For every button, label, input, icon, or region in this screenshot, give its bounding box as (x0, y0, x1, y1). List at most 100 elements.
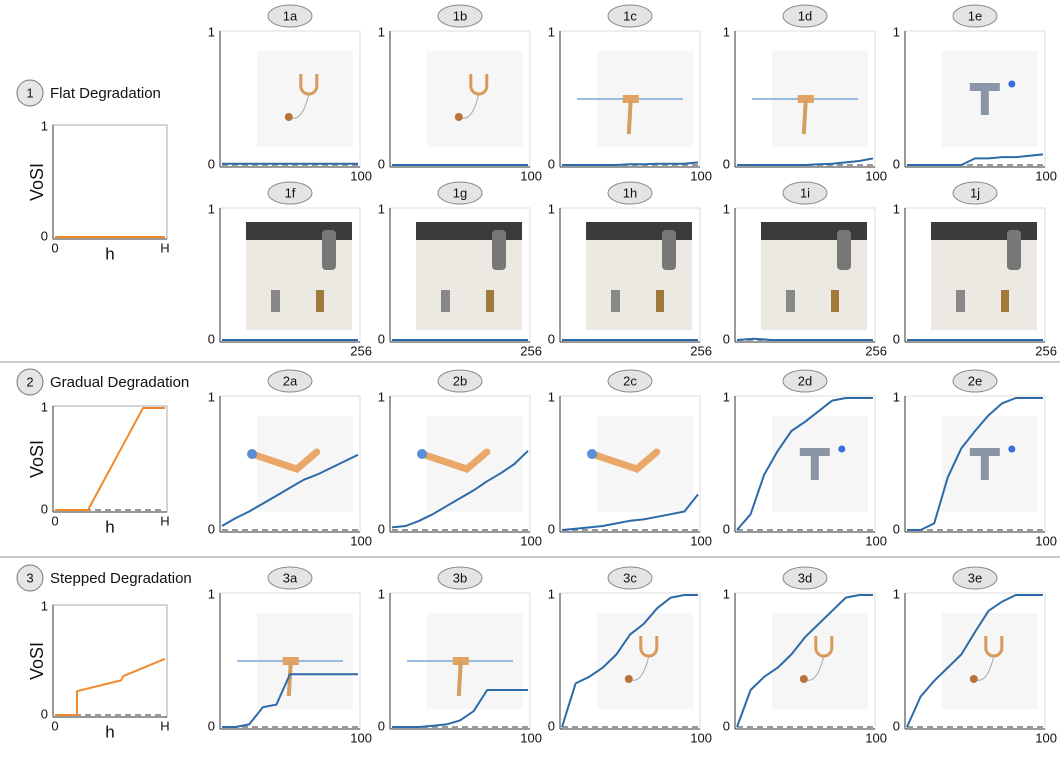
x-tick-label: H (160, 718, 169, 733)
y-tick-label: 1 (208, 586, 215, 601)
y-tick-label: 0 (893, 156, 900, 171)
y-tick-label: 0 (41, 501, 48, 516)
y-tick-label: 0 (723, 521, 730, 536)
panel-title: 3e (968, 570, 982, 585)
panel-badge (952, 369, 998, 393)
scene-robot (837, 230, 851, 270)
section-number: 3 (26, 570, 33, 585)
series-line (561, 594, 698, 728)
x-axis-label: h (105, 517, 114, 536)
y-tick-label: 0 (378, 718, 385, 733)
x-tick-label: 256 (350, 343, 372, 358)
x-tick-label: 100 (1035, 168, 1057, 183)
scene-dot (1008, 80, 1016, 88)
y-tick-label: 1 (41, 598, 48, 613)
panel-badge (607, 566, 653, 590)
scene-target (247, 449, 257, 459)
panel-badge (267, 181, 313, 205)
scene-image (772, 613, 868, 709)
scene-image (587, 416, 693, 512)
x-tick-label: 100 (690, 533, 712, 548)
section-badge (16, 79, 44, 107)
x-tick-label: 100 (1035, 533, 1057, 548)
scene-backdrop (597, 613, 693, 709)
scene-dot (1008, 445, 1016, 453)
x-tick-label: 256 (865, 343, 887, 358)
scene-object (441, 290, 450, 312)
series-line (736, 397, 873, 531)
y-tick-label: 0 (41, 706, 48, 721)
scene-image (246, 222, 352, 330)
series-line (561, 493, 699, 531)
scene-image (942, 416, 1038, 512)
section-badge (16, 564, 44, 592)
x-tick-label: 256 (690, 343, 712, 358)
y-tick-label: 0 (893, 718, 900, 733)
scene-cup (639, 636, 659, 658)
y-tick-label: 0 (893, 331, 900, 346)
scene-image (772, 416, 868, 512)
y-tick-label: 1 (378, 201, 385, 216)
scene-robot (322, 230, 336, 270)
series-line (736, 594, 873, 728)
series-line (391, 450, 529, 529)
series-line (907, 397, 1043, 531)
series-line (55, 657, 166, 716)
scene-image (931, 222, 1037, 330)
scene-pole (626, 98, 633, 135)
scene-object (656, 290, 664, 312)
panel-title: 2e (968, 373, 982, 388)
y-tick-label: 0 (548, 331, 555, 346)
y-tick-label: 0 (723, 718, 730, 733)
scene-image (416, 222, 522, 330)
y-tick-label: 1 (548, 24, 555, 39)
scene-image (247, 416, 353, 512)
panel-badge (607, 369, 653, 393)
scene-pole (286, 660, 293, 697)
scene-tee (969, 448, 1000, 480)
x-tick-label: 100 (520, 168, 542, 183)
x-tick-label: 100 (865, 730, 887, 745)
section-number: 1 (26, 85, 33, 100)
panel-badge (782, 4, 828, 28)
y-tick-label: 0 (378, 331, 385, 346)
panel-title: 1j (970, 185, 980, 200)
panel-title: 1d (798, 8, 812, 23)
scene-image (417, 416, 523, 512)
panel-title: 1f (285, 185, 296, 200)
x-tick-label: 100 (1035, 730, 1057, 745)
series-line (736, 337, 873, 341)
scene-object (611, 290, 620, 312)
scene-cup (814, 636, 834, 658)
x-axis-label: h (105, 244, 114, 263)
series-line (392, 689, 528, 728)
scene-cup (984, 636, 1004, 658)
y-tick-label: 1 (41, 118, 48, 133)
panel-badge (952, 181, 998, 205)
scene-backdrop (942, 51, 1038, 147)
scene-image (942, 51, 1038, 147)
x-tick-label: 100 (520, 730, 542, 745)
series-line (906, 594, 1043, 728)
y-tick-label: 1 (378, 586, 385, 601)
x-tick-label: H (160, 513, 169, 528)
series-line (907, 153, 1044, 166)
panel-badge (782, 566, 828, 590)
scene-image (942, 613, 1038, 709)
y-tick-label: 1 (723, 389, 730, 404)
scene-object (831, 290, 839, 312)
scene-robot (1007, 230, 1021, 270)
panel-badge (952, 566, 998, 590)
scene-wall (246, 222, 352, 240)
y-tick-label: 1 (893, 389, 900, 404)
y-tick-label: 1 (893, 586, 900, 601)
y-tick-label: 0 (723, 331, 730, 346)
y-tick-label: 1 (378, 389, 385, 404)
section-number: 2 (26, 374, 33, 389)
y-tick-label: 1 (723, 201, 730, 216)
panel-title: 1h (623, 185, 637, 200)
y-tick-label: 1 (548, 201, 555, 216)
x-tick-label: 256 (1035, 343, 1057, 358)
scene-robot (662, 230, 676, 270)
